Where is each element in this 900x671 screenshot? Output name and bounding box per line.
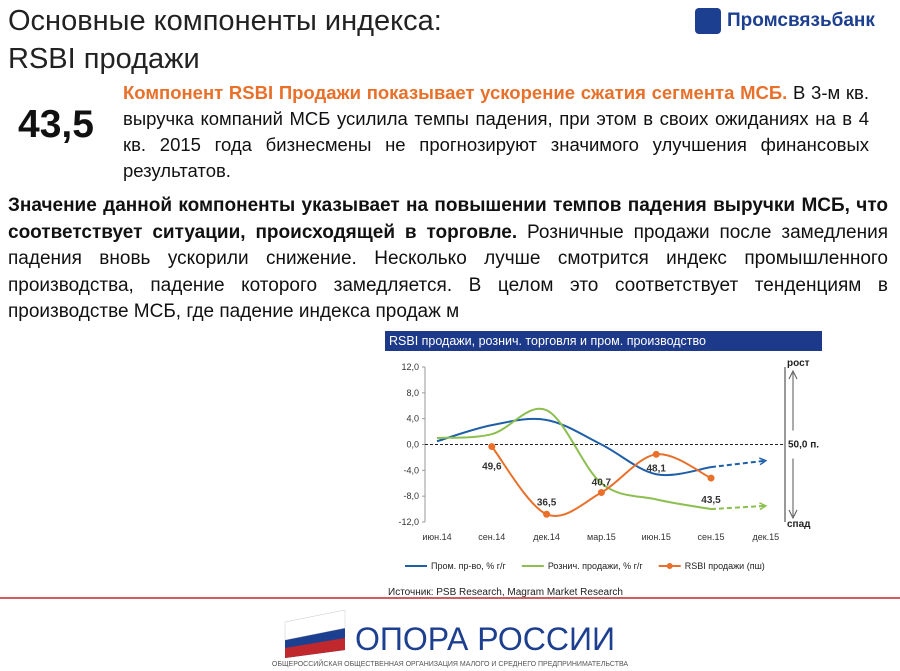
data-label: 36,5 — [537, 497, 557, 508]
y-tick-label: 8,0 — [406, 388, 419, 398]
data-label: 48,1 — [646, 463, 666, 474]
summary: Компонент RSBI Продажи показывает ускоре… — [123, 80, 869, 184]
footer-org: ОПОРА РОССИИ — [355, 621, 615, 657]
footer-subtitle: ОБЩЕРОССИЙСКАЯ ОБЩЕСТВЕННАЯ ОРГАНИЗАЦИЯ … — [272, 659, 628, 668]
forecast-arrow — [759, 502, 768, 511]
marker — [597, 489, 605, 497]
data-label: 40,7 — [592, 478, 612, 489]
bank-logo: Промсвязьбанк — [695, 8, 875, 34]
y-tick-label: 4,0 — [406, 414, 419, 424]
y-tick-label: 12,0 — [401, 362, 419, 372]
flag-red — [285, 638, 345, 658]
legend-label: Рознич. продажи, % г/г — [548, 561, 644, 571]
slide-title: Основные компоненты индекса: RSBI продажи — [8, 2, 442, 78]
forecast-arrow — [759, 457, 768, 466]
marker — [543, 510, 551, 518]
source: Источник: PSB Research, Magram Market Re… — [388, 587, 623, 598]
series-line — [436, 417, 712, 477]
y-tick-label: -4,0 — [403, 465, 419, 475]
marker — [488, 443, 496, 451]
x-tick-label: мар.15 — [587, 532, 616, 542]
legend-label: Пром. пр-во, % г/г — [431, 561, 507, 571]
data-label: 43,5 — [701, 495, 721, 506]
flag-white — [284, 609, 346, 641]
title-line: RSBI продажи — [8, 43, 200, 75]
logo-icon — [695, 8, 721, 34]
forecast-line — [710, 459, 766, 469]
x-tick-label: дек.15 — [752, 532, 779, 542]
summary-text: В 3-м кв. выручка компаний МСБ усилила т… — [123, 82, 869, 181]
x-tick-label: июн.15 — [642, 532, 671, 542]
annotation: спад — [787, 519, 811, 530]
body-text: Розничные продажи после замедления паден… — [8, 221, 888, 323]
chart-bg — [380, 328, 825, 600]
chart-title: RSBI продажи, рознич. торговля и пром. п… — [389, 334, 706, 348]
arrow — [788, 369, 798, 431]
x-tick-label: дек.14 — [533, 532, 560, 542]
y-tick-label: -8,0 — [403, 491, 419, 501]
x-tick-label: сен.15 — [698, 532, 725, 542]
annotation: рост — [787, 358, 810, 369]
body: Значение данной компоненты указывает на … — [8, 193, 888, 326]
index-value: 43,5 — [18, 103, 94, 146]
x-tick-label: сен.14 — [478, 532, 505, 542]
forecast-line — [710, 504, 766, 511]
summary-highlight: Компонент RSBI Продажи показывает ускоре… — [123, 82, 788, 103]
y2-tick-label: 50,0 п. — [788, 440, 819, 451]
logo-text: Промсвязьбанк — [727, 10, 875, 31]
marker — [707, 474, 715, 482]
legend-marker — [666, 563, 673, 569]
title-line: Основные компоненты индекса: — [8, 5, 442, 37]
y-tick-label: -12,0 — [398, 517, 419, 527]
body-bold: Значение данной компоненты указывает на … — [8, 195, 888, 243]
x-tick-label: июн.14 — [422, 532, 451, 542]
arrow — [788, 458, 798, 520]
chart-title-bar — [385, 331, 822, 351]
footer-logo: ОПОРА РОССИИ ОБЩЕРОССИЙСКАЯ ОБЩЕСТВЕННАЯ… — [272, 609, 628, 668]
marker — [652, 450, 660, 458]
legend-label: RSBI продажи (пш) — [685, 561, 765, 571]
data-label: 49,6 — [482, 462, 502, 473]
y-tick-label: 0,0 — [406, 440, 419, 450]
series-line — [436, 407, 712, 511]
